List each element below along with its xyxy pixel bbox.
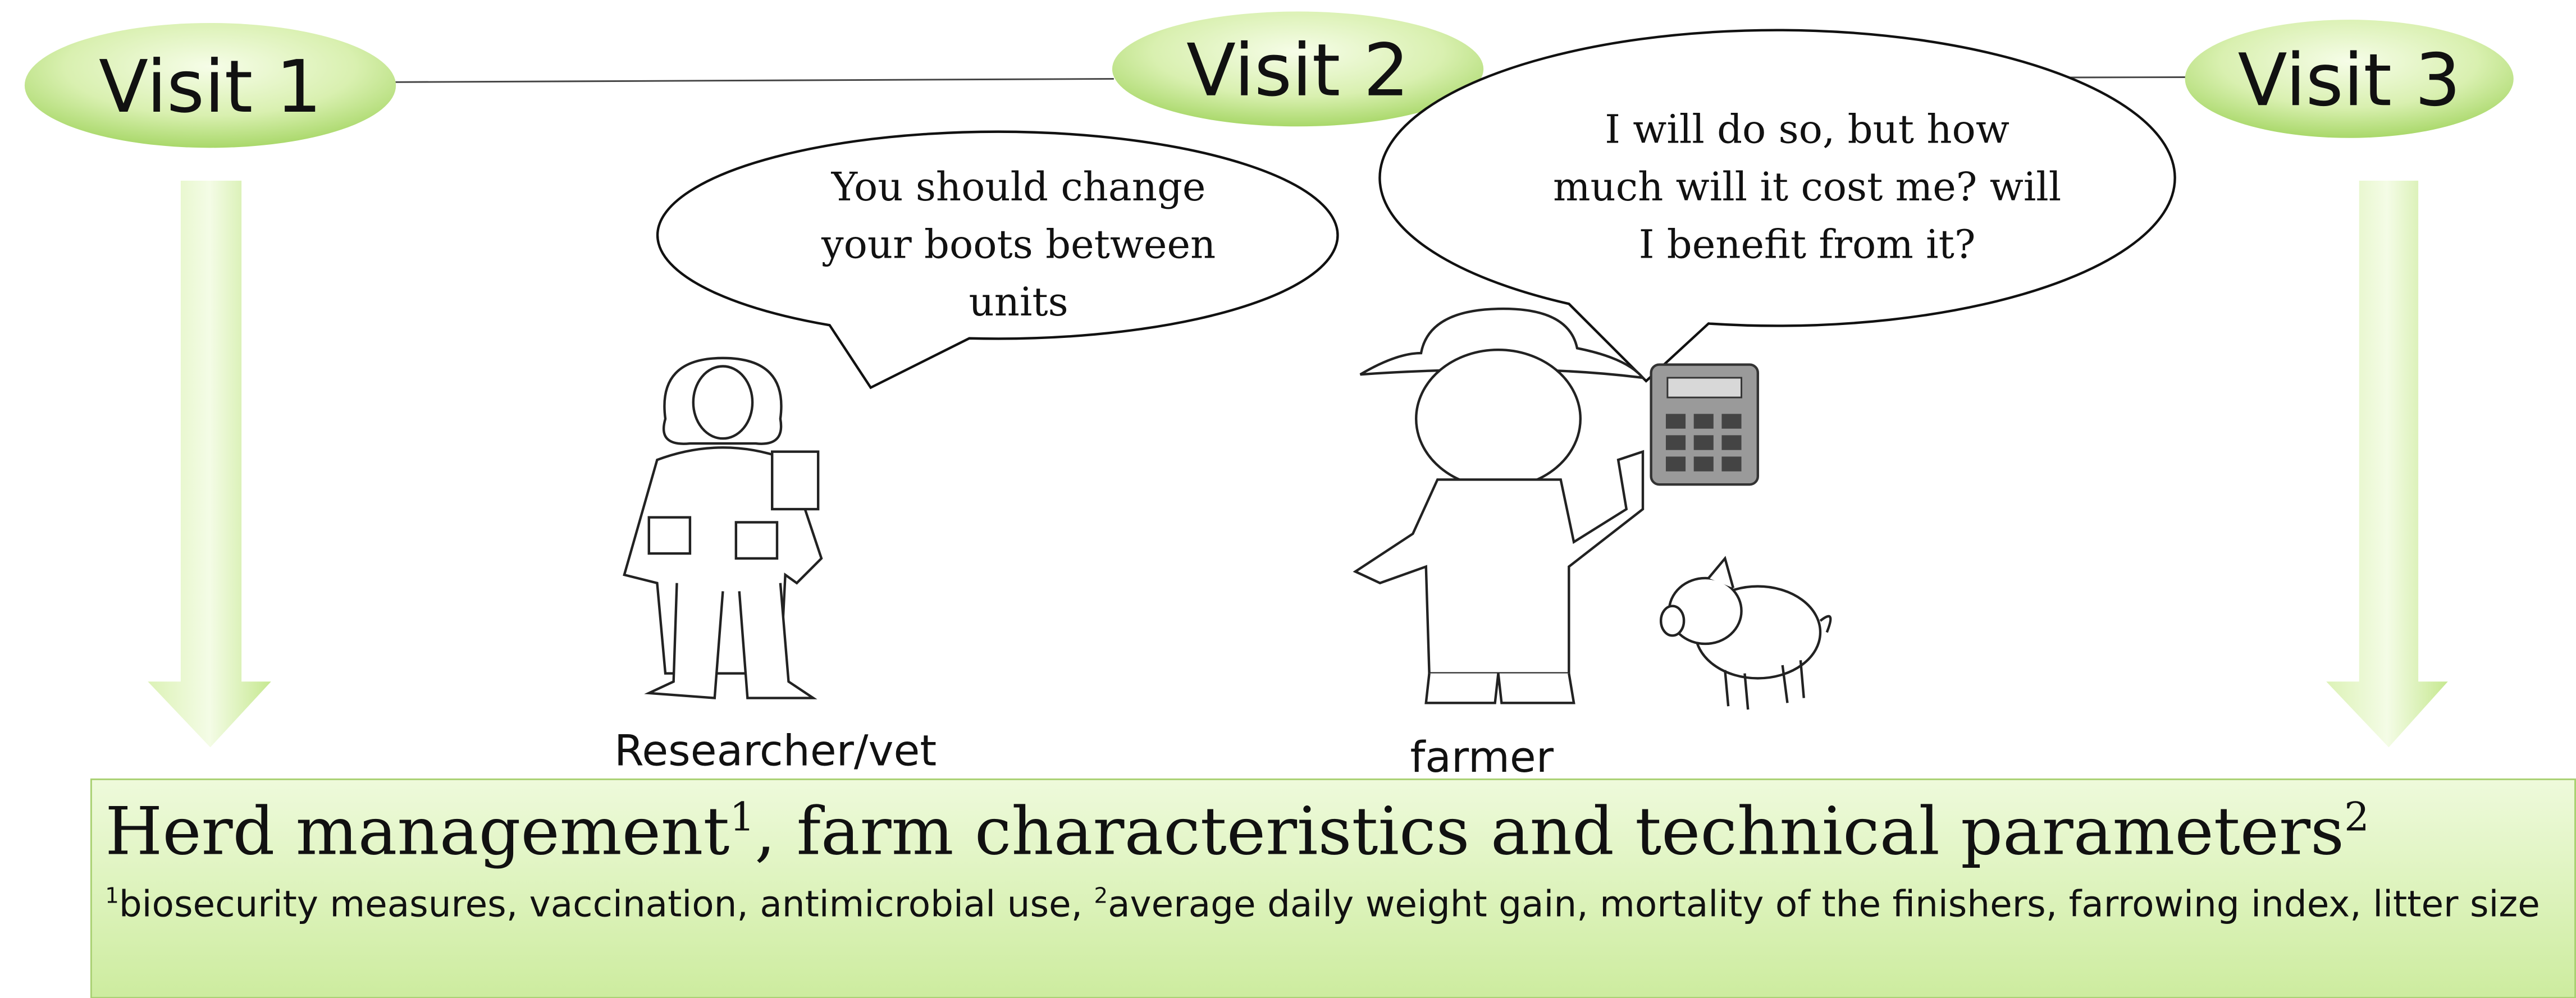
superscript: 1 xyxy=(729,794,755,841)
speech-text: your boots between xyxy=(821,221,1216,267)
speech-text: I will do so, but how xyxy=(1605,107,2009,153)
speaker-label: Researcher/vet xyxy=(614,726,937,776)
title-text: Herd management xyxy=(105,795,730,871)
speech-text: You should change xyxy=(831,164,1206,210)
title-text: , farm characteristics and technical par… xyxy=(755,795,2345,871)
box-title: Herd management1, farm characteristics a… xyxy=(105,790,2561,875)
footnote: 1biosecurity measures, vaccination, anti… xyxy=(105,878,2561,934)
visit-label: Visit 3 xyxy=(2238,39,2461,122)
speech-text: much will it cost me? will xyxy=(1553,164,2061,210)
down-arrow xyxy=(148,180,271,748)
superscript: 2 xyxy=(1094,885,1108,910)
calculator xyxy=(1650,363,1760,486)
speech-bubble xyxy=(1378,29,2176,383)
superscript: 1 xyxy=(105,885,119,910)
down-arrow xyxy=(2326,180,2448,748)
visit-oval xyxy=(24,22,396,148)
visit-label: Visit 1 xyxy=(99,45,322,129)
farmer-figure xyxy=(1353,307,1646,704)
pig xyxy=(1659,556,1832,710)
visit-oval xyxy=(1112,11,1484,127)
connector xyxy=(394,77,1114,83)
visit-oval xyxy=(2185,20,2514,138)
superscript: 2 xyxy=(2344,794,2369,841)
summary-box: Herd management1, farm characteristics a… xyxy=(90,778,2576,998)
speech-text: I benefit from it? xyxy=(1639,221,1976,267)
visit-label: Visit 2 xyxy=(1186,29,1409,113)
speaker-label: farmer xyxy=(1410,732,1554,782)
speech-bubble xyxy=(656,130,1339,390)
researcher-figure xyxy=(623,356,823,699)
speech-text: units xyxy=(969,279,1068,325)
footnote-text: biosecurity measures, vaccination, antim… xyxy=(118,885,1094,927)
footnote-text: average daily weight gain, mortality of … xyxy=(1108,885,2540,927)
